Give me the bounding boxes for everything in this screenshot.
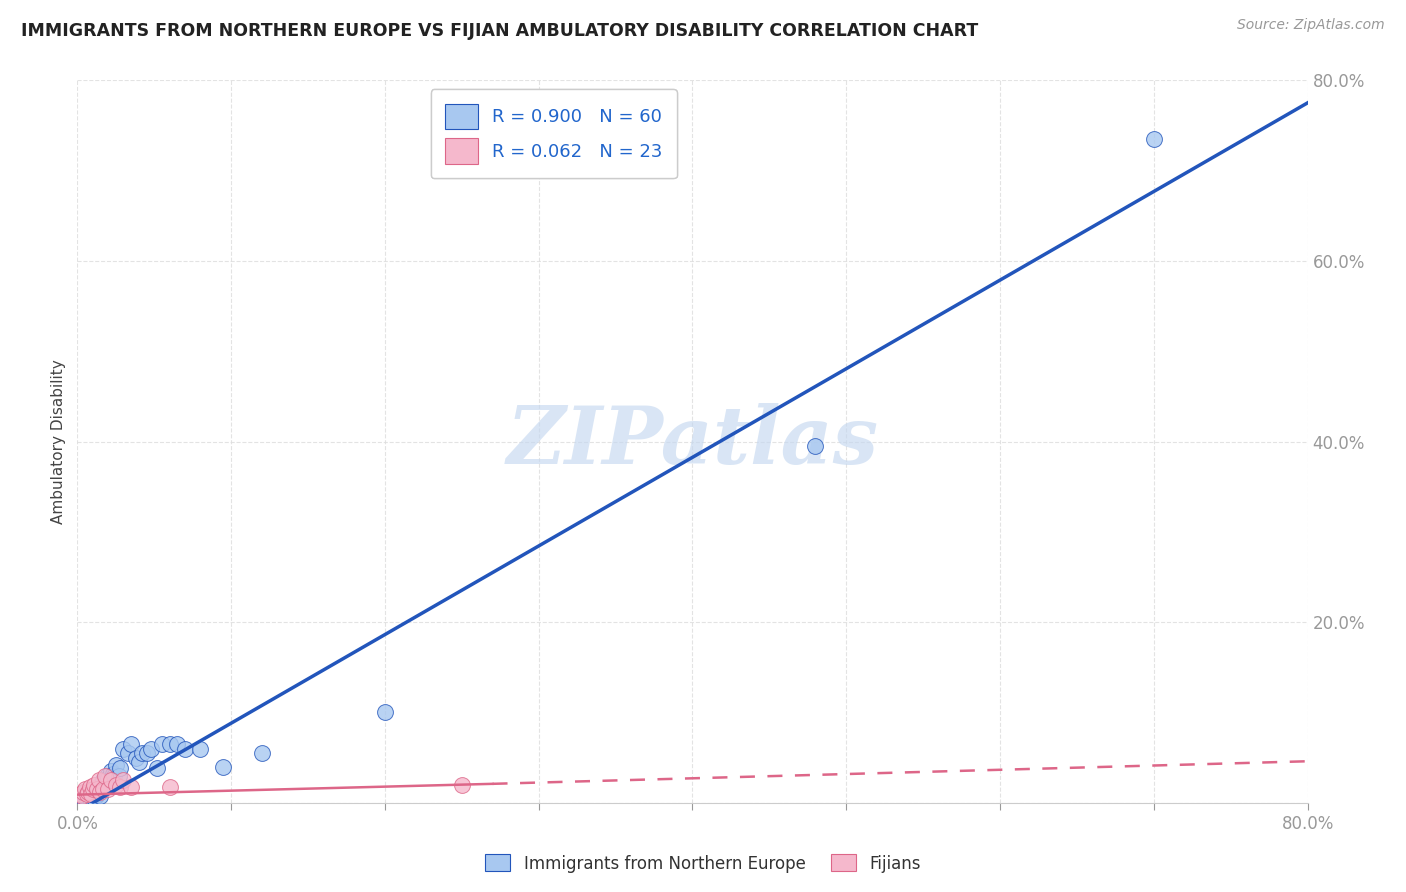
Point xyxy=(84,782,107,797)
Point xyxy=(112,773,135,788)
Point xyxy=(104,757,127,772)
Point xyxy=(110,780,132,794)
Point xyxy=(76,787,98,801)
Point xyxy=(82,782,104,797)
Point xyxy=(150,737,173,751)
Point xyxy=(80,789,103,804)
Point xyxy=(166,737,188,751)
Point xyxy=(89,785,111,799)
Point xyxy=(70,791,93,805)
Point xyxy=(212,760,235,774)
Point xyxy=(72,794,94,808)
Point xyxy=(82,787,104,801)
Point xyxy=(112,741,135,756)
Point xyxy=(70,795,93,809)
Y-axis label: Ambulatory Disability: Ambulatory Disability xyxy=(51,359,66,524)
Point xyxy=(77,790,100,805)
Text: Source: ZipAtlas.com: Source: ZipAtlas.com xyxy=(1237,18,1385,32)
Point xyxy=(120,737,142,751)
Point xyxy=(141,741,163,756)
Point xyxy=(159,780,181,794)
Point xyxy=(100,764,122,779)
Point xyxy=(73,795,96,809)
Point xyxy=(104,778,127,792)
Point xyxy=(82,792,104,806)
Text: ZIPatlas: ZIPatlas xyxy=(506,403,879,480)
Point xyxy=(80,795,103,809)
Point xyxy=(94,773,117,788)
Point xyxy=(76,795,98,809)
Point xyxy=(159,737,181,751)
Point xyxy=(135,746,157,760)
Point xyxy=(125,750,148,764)
Point xyxy=(108,769,131,783)
Point xyxy=(79,780,101,794)
Point xyxy=(70,789,93,803)
Point xyxy=(87,783,110,797)
Point xyxy=(117,746,139,760)
Point xyxy=(86,780,108,794)
Point xyxy=(97,782,120,797)
Point xyxy=(80,793,103,807)
Point xyxy=(84,789,107,803)
Point xyxy=(90,776,114,790)
Point xyxy=(131,746,153,760)
Point xyxy=(188,741,212,756)
Point xyxy=(73,782,96,797)
Point xyxy=(76,791,98,805)
Point xyxy=(77,785,100,799)
Point xyxy=(69,794,91,808)
Point xyxy=(374,706,396,720)
Point xyxy=(77,794,100,808)
Point xyxy=(80,787,103,801)
Point xyxy=(72,785,94,799)
Point xyxy=(120,780,142,794)
Point xyxy=(79,789,101,803)
Point xyxy=(110,762,132,776)
Point xyxy=(94,769,117,783)
Legend: R = 0.900   N = 60, R = 0.062   N = 23: R = 0.900 N = 60, R = 0.062 N = 23 xyxy=(430,89,678,178)
Point xyxy=(450,778,472,792)
Point xyxy=(76,793,98,807)
Point xyxy=(97,771,120,785)
Point xyxy=(250,746,273,760)
Point xyxy=(83,785,105,799)
Point xyxy=(86,787,108,801)
Point xyxy=(804,439,827,453)
Point xyxy=(89,789,111,803)
Point xyxy=(73,793,96,807)
Point xyxy=(146,762,169,776)
Point xyxy=(93,782,115,797)
Point xyxy=(83,778,105,792)
Point xyxy=(1143,132,1166,146)
Point xyxy=(69,787,91,801)
Point xyxy=(89,778,111,792)
Point xyxy=(128,755,150,769)
Legend: Immigrants from Northern Europe, Fijians: Immigrants from Northern Europe, Fijians xyxy=(479,847,927,880)
Point xyxy=(73,789,96,804)
Point xyxy=(87,773,110,788)
Point xyxy=(86,782,108,797)
Point xyxy=(103,769,125,783)
Point xyxy=(83,791,105,805)
Point xyxy=(96,769,118,783)
Point xyxy=(100,773,122,788)
Text: IMMIGRANTS FROM NORTHERN EUROPE VS FIJIAN AMBULATORY DISABILITY CORRELATION CHAR: IMMIGRANTS FROM NORTHERN EUROPE VS FIJIA… xyxy=(21,22,979,40)
Point xyxy=(79,794,101,808)
Point xyxy=(93,773,115,788)
Point xyxy=(174,741,197,756)
Point xyxy=(77,792,100,806)
Point xyxy=(72,792,94,806)
Point xyxy=(101,767,124,781)
